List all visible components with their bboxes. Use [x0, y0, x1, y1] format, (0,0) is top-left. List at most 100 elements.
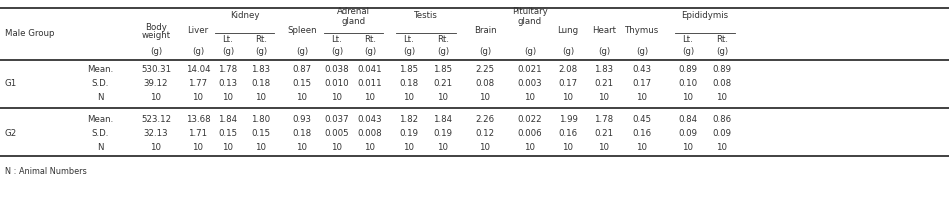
Text: (g): (g)	[437, 47, 449, 56]
Text: Kidney: Kidney	[230, 11, 259, 20]
Text: 523.12: 523.12	[141, 114, 171, 124]
Text: 0.13: 0.13	[218, 79, 237, 89]
Text: Rt.: Rt.	[437, 34, 449, 44]
Text: 10: 10	[151, 142, 161, 151]
Text: 0.17: 0.17	[558, 79, 578, 89]
Text: 1.84: 1.84	[434, 114, 453, 124]
Text: 0.87: 0.87	[292, 65, 311, 74]
Text: 10: 10	[296, 142, 307, 151]
Text: 13.68: 13.68	[186, 114, 211, 124]
Text: Adrenal: Adrenal	[337, 7, 370, 16]
Text: 0.041: 0.041	[358, 65, 382, 74]
Text: 0.09: 0.09	[679, 129, 698, 138]
Text: N: N	[97, 142, 103, 151]
Text: 10: 10	[682, 94, 694, 102]
Text: 10: 10	[525, 94, 535, 102]
Text: 10: 10	[437, 142, 449, 151]
Text: G2: G2	[5, 129, 17, 138]
Text: 10: 10	[716, 142, 728, 151]
Text: S.D.: S.D.	[91, 129, 109, 138]
Text: (g): (g)	[598, 47, 610, 56]
Text: 0.10: 0.10	[679, 79, 698, 89]
Text: 10: 10	[716, 94, 728, 102]
Text: 10: 10	[193, 142, 203, 151]
Text: 0.006: 0.006	[518, 129, 542, 138]
Text: 10: 10	[599, 94, 609, 102]
Text: 0.037: 0.037	[325, 114, 349, 124]
Text: (g): (g)	[363, 47, 376, 56]
Text: 10: 10	[563, 142, 573, 151]
Text: 0.12: 0.12	[475, 129, 494, 138]
Text: Spleen: Spleen	[288, 26, 317, 35]
Text: 0.16: 0.16	[632, 129, 652, 138]
Text: 10: 10	[331, 94, 343, 102]
Text: 10: 10	[296, 94, 307, 102]
Text: 10: 10	[599, 142, 609, 151]
Text: 0.18: 0.18	[400, 79, 419, 89]
Text: Epididymis: Epididymis	[681, 11, 729, 20]
Text: (g): (g)	[255, 47, 267, 56]
Text: 1.85: 1.85	[434, 65, 453, 74]
Text: 1.99: 1.99	[559, 114, 577, 124]
Text: 0.19: 0.19	[434, 129, 453, 138]
Text: 10: 10	[255, 142, 267, 151]
Text: gland: gland	[342, 18, 365, 26]
Text: 1.77: 1.77	[189, 79, 208, 89]
Text: 0.21: 0.21	[594, 129, 614, 138]
Text: 0.21: 0.21	[594, 79, 614, 89]
Text: 10: 10	[403, 142, 415, 151]
Text: 0.038: 0.038	[325, 65, 349, 74]
Text: 0.15: 0.15	[292, 79, 311, 89]
Text: 0.43: 0.43	[632, 65, 652, 74]
Text: Lt.: Lt.	[331, 34, 343, 44]
Text: Heart: Heart	[592, 26, 616, 35]
Text: 1.83: 1.83	[594, 65, 614, 74]
Text: 0.93: 0.93	[292, 114, 311, 124]
Text: 0.18: 0.18	[292, 129, 311, 138]
Text: 10: 10	[437, 94, 449, 102]
Text: 10: 10	[222, 142, 233, 151]
Text: N: N	[97, 94, 103, 102]
Text: 10: 10	[255, 94, 267, 102]
Text: (g): (g)	[682, 47, 694, 56]
Text: 39.12: 39.12	[143, 79, 168, 89]
Text: 10: 10	[637, 94, 647, 102]
Text: 10: 10	[403, 94, 415, 102]
Text: 0.08: 0.08	[475, 79, 494, 89]
Text: Pituitary: Pituitary	[512, 7, 548, 16]
Text: 0.21: 0.21	[434, 79, 453, 89]
Text: 0.15: 0.15	[251, 129, 270, 138]
Text: 0.08: 0.08	[713, 79, 732, 89]
Text: 0.021: 0.021	[518, 65, 542, 74]
Text: (g): (g)	[331, 47, 343, 56]
Text: (g): (g)	[150, 47, 162, 56]
Text: (g): (g)	[192, 47, 204, 56]
Text: 0.043: 0.043	[358, 114, 382, 124]
Text: 1.80: 1.80	[251, 114, 270, 124]
Text: 1.83: 1.83	[251, 65, 270, 74]
Text: 0.86: 0.86	[713, 114, 732, 124]
Text: 0.89: 0.89	[679, 65, 698, 74]
Text: Lt.: Lt.	[223, 34, 233, 44]
Text: 1.78: 1.78	[218, 65, 237, 74]
Text: (g): (g)	[296, 47, 308, 56]
Text: 10: 10	[364, 142, 376, 151]
Text: 0.17: 0.17	[632, 79, 652, 89]
Text: Liver: Liver	[188, 26, 209, 35]
Text: (g): (g)	[716, 47, 728, 56]
Text: 10: 10	[637, 142, 647, 151]
Text: 0.003: 0.003	[518, 79, 542, 89]
Text: 0.15: 0.15	[218, 129, 237, 138]
Text: weight: weight	[141, 31, 171, 40]
Text: G1: G1	[5, 79, 17, 89]
Text: 10: 10	[525, 142, 535, 151]
Text: 14.04: 14.04	[186, 65, 211, 74]
Text: 2.25: 2.25	[475, 65, 494, 74]
Text: 32.13: 32.13	[143, 129, 168, 138]
Text: (g): (g)	[636, 47, 648, 56]
Text: 10: 10	[479, 142, 491, 151]
Text: 1.84: 1.84	[218, 114, 237, 124]
Text: 0.010: 0.010	[325, 79, 349, 89]
Text: N : Animal Numbers: N : Animal Numbers	[5, 168, 86, 177]
Text: 10: 10	[222, 94, 233, 102]
